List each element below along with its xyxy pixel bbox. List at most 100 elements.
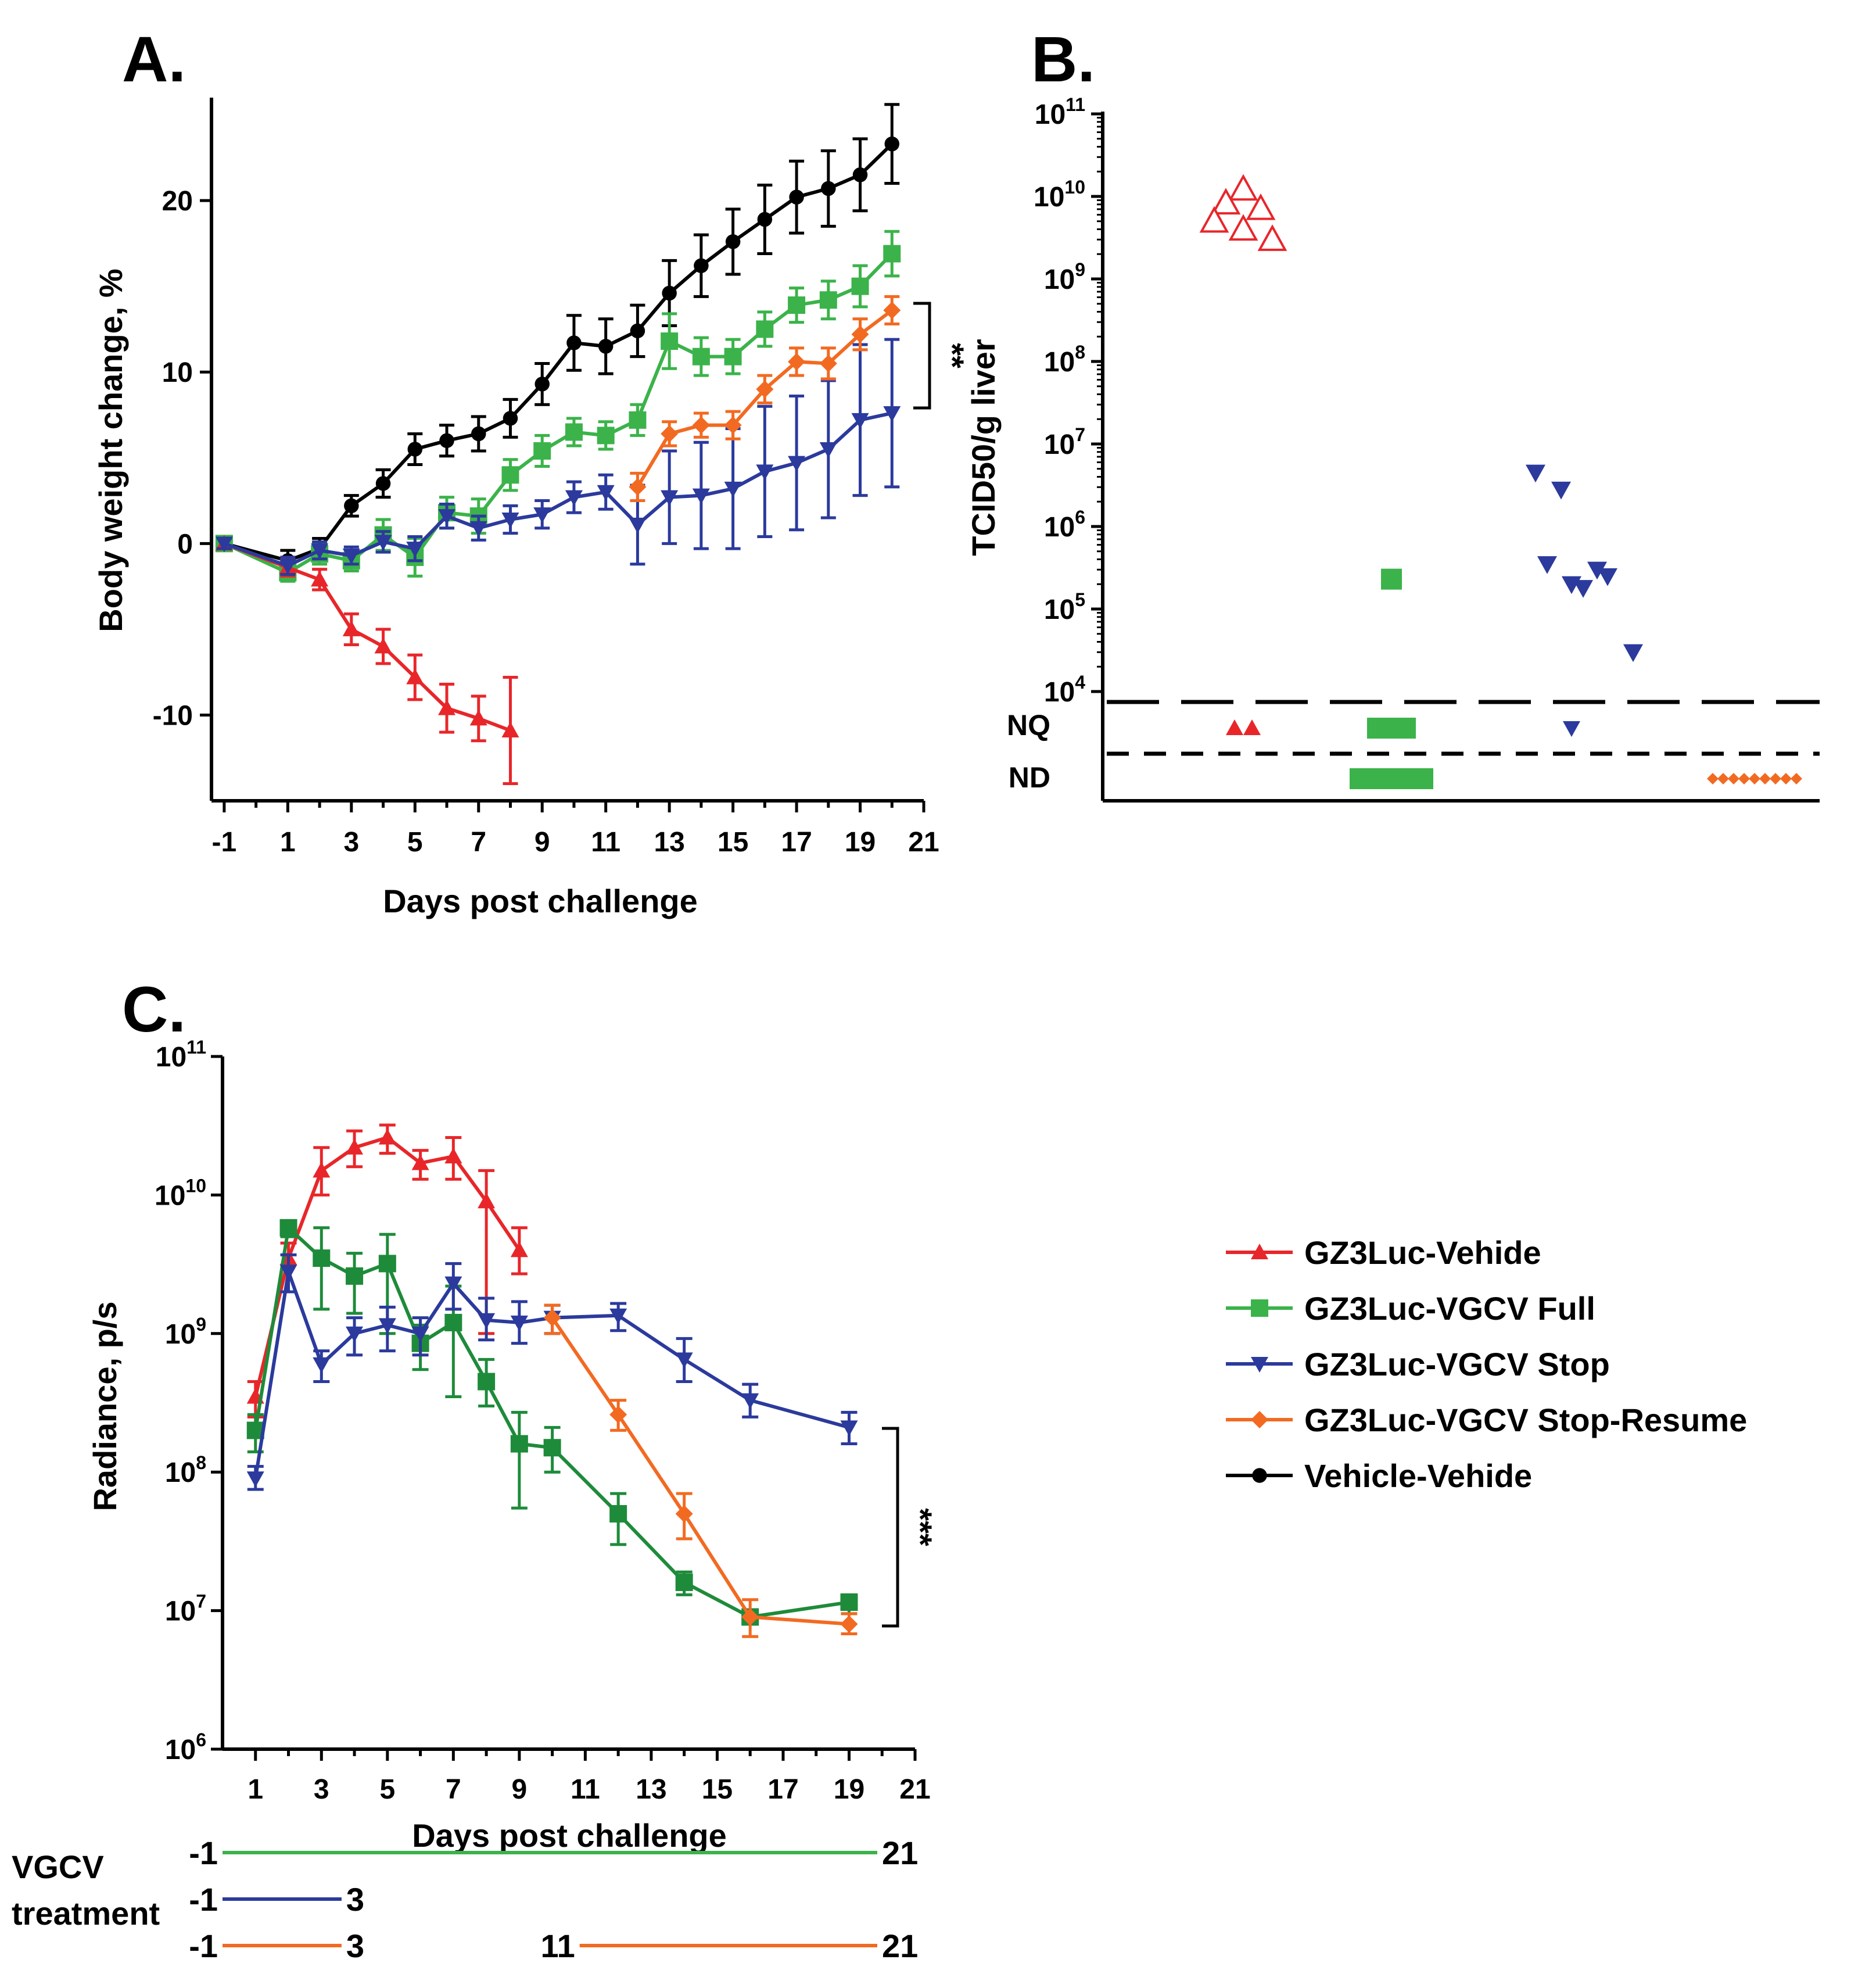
panel-a-y-tick-label: 10 [162,357,193,388]
panel-c-y-tick-label-base: 10 [165,1457,196,1488]
panel-b-y-tick-label-base: 10 [1044,677,1075,708]
panel-b-y-tick-label: 107 [1044,424,1085,460]
panel-b-nd-point [1770,773,1781,785]
panel-a-point [692,488,710,504]
panel-a-x-tick-label: 7 [471,827,486,858]
panel-c-point [378,1255,396,1273]
panel-c-series [543,1303,858,1638]
panel-c-point [840,1615,858,1633]
panel-b-point [1211,188,1241,215]
panel-b-nd-point [1738,773,1750,785]
panel-c-y-tick-label-base: 10 [156,1042,186,1073]
panel-a-point [597,485,615,501]
panel-b-nd-point [1412,768,1433,789]
panel-c-x-tick-label: 5 [379,1774,395,1805]
legend-item: GZ3Luc-VGCV Stop [1226,1346,1610,1382]
vgcv-segment-end: 3 [346,1928,364,1964]
panel-a-point [821,181,836,196]
panel-c-point [313,1162,331,1178]
panel-b-point [1526,464,1545,483]
panel-c-point [478,1313,496,1329]
panel-a-point [438,509,456,525]
panel-a-point [407,442,423,457]
panel-b-point [1228,174,1258,201]
panel-a-x-tick-label: 5 [407,827,423,858]
panel-a-point [724,481,742,497]
panel-a-point [756,320,774,338]
legend-marker [1252,1468,1267,1483]
panel-a-y-tick-label: -10 [153,700,193,731]
panel-c-point [478,1373,496,1391]
panel-b-point [1228,214,1258,241]
panel-c-y-tick-label-exponent: 7 [196,1591,206,1612]
panel-a-y-ticks: -10 0 10 20 [153,186,211,731]
panel-c-point [478,1192,496,1209]
panel-b-y-tick-label: 106 [1044,507,1085,543]
panel-c-y-tick-label-exponent: 8 [196,1452,206,1473]
panel-a-point [725,234,741,249]
panel-a-point [852,167,868,182]
panel-b-point [1587,561,1607,580]
panel-b-y-tick-label-base: 10 [1044,264,1075,295]
panel-a-point [756,464,774,481]
panel-a-point [503,411,518,426]
panel-b-nd-point [1780,773,1792,785]
panel-a-point [851,413,869,429]
panel-a-point [661,425,679,443]
panel-c-point [378,1129,396,1145]
panel-b-nd-point [1791,773,1802,785]
panel-a-point [374,637,392,654]
legend: GZ3Luc-Vehide GZ3Luc-VGCV Full GZ3Luc-VGCV… [1226,1234,1747,1494]
panel-a-point [851,325,869,343]
panel-a-point [883,245,901,263]
legend-label: Vehicle-Vehide [1304,1457,1532,1494]
panel-a-point [375,476,391,491]
legend-marker [1251,1244,1268,1259]
panel-a-point [439,433,454,448]
vgcv-segment-end: 21 [882,1835,918,1871]
panel-c-x-tick-label: 9 [512,1774,528,1805]
panel-b-group [1707,773,1802,785]
panel-b-point [1246,193,1276,220]
panel-c-y-tick-label-exponent: 9 [196,1314,206,1335]
panel-b-nd-point [1728,773,1739,785]
legend-label: GZ3Luc-VGCV Full [1304,1290,1595,1327]
panel-c-y-label: Radiance, p/s [87,1301,123,1511]
panel-c-x-tick-label: 17 [767,1774,798,1805]
vgcv-segment-start: 11 [541,1928,575,1964]
panel-c-point [444,1313,462,1331]
panel-b-group [1526,464,1643,737]
panel-a-series [215,338,901,576]
panel-a-x-tick-label: 1 [280,827,296,858]
panel-a-point [819,291,837,309]
panel-a-series [215,535,519,785]
panel-a-point [406,542,424,558]
panel-b-y-tick-label: 1010 [1034,177,1085,213]
panel-a-point [819,442,837,458]
panel-a-point [661,332,679,350]
panel-a-point [215,536,233,553]
panel-c-y-tick-label-base: 10 [165,1319,196,1350]
panel-a-point [501,722,519,737]
panel-b-point [1623,644,1643,662]
panel-c-point [411,1154,429,1170]
panel-b-nq-point [1563,721,1580,737]
panel-c-y-tick-label-exponent: 10 [185,1175,206,1196]
panel-a-point [344,498,359,514]
panel-a-y-label: Body weight change, % [92,268,129,632]
panel-c-point [313,1249,331,1267]
panel-a-y-tick-label: 20 [162,186,193,217]
vgcv-segment-start: -1 [189,1928,218,1964]
panel-b-nd-label: ND [1009,761,1050,794]
panel-c-y-tick-label-exponent: 6 [196,1729,206,1750]
legend-marker [1251,1411,1268,1428]
panel-b-y-tick-label-exponent: 10 [1064,177,1085,198]
panel-c-x-tick-label: 7 [446,1774,461,1805]
vgcv-treatment-timeline: VGCV treatment -1 21 -1 3 -1 3 11 21 [12,1835,918,1964]
vgcv-segment: 11 21 [541,1928,919,1964]
panel-a-point [374,535,392,551]
vgcv-label-line2: treatment [12,1895,160,1932]
